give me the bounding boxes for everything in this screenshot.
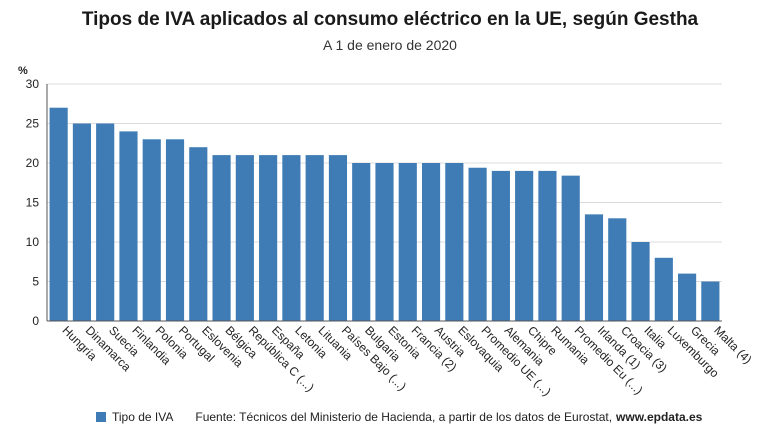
bar-chart: 051015202530%HungríaDinamarcaSueciaFinla… <box>18 65 755 399</box>
bar <box>352 163 371 321</box>
bar <box>49 107 68 321</box>
source-domain: www.epdata.es <box>616 410 703 424</box>
y-tick-label: 20 <box>26 156 40 170</box>
bar <box>235 155 254 321</box>
bar <box>538 170 557 321</box>
bar <box>678 273 697 321</box>
bar <box>72 123 91 321</box>
bar <box>119 131 138 321</box>
bar <box>305 155 324 321</box>
bar <box>328 155 348 321</box>
bar <box>375 163 394 321</box>
bar <box>584 214 604 321</box>
legend-swatch <box>96 412 106 422</box>
bar <box>282 155 301 321</box>
bar <box>631 242 650 321</box>
y-tick-label: 25 <box>26 117 40 131</box>
bar <box>212 155 231 321</box>
bar <box>96 123 115 321</box>
source-text: Fuente: Técnicos del Ministerio de Hacie… <box>195 410 613 424</box>
y-axis-label: % <box>18 65 28 77</box>
bar <box>701 281 720 321</box>
bar <box>561 175 580 321</box>
bar <box>491 170 510 321</box>
y-tick-label: 0 <box>32 314 39 328</box>
y-tick-label: 30 <box>26 77 40 91</box>
bar <box>608 218 627 321</box>
bar <box>165 139 185 321</box>
chart-title: Tipos de IVA aplicados al consumo eléctr… <box>81 9 699 30</box>
y-tick-label: 10 <box>26 235 40 249</box>
y-tick-label: 5 <box>32 275 39 289</box>
bar <box>398 163 417 321</box>
bar <box>515 170 534 321</box>
y-tick-label: 15 <box>26 196 40 210</box>
bar <box>189 147 208 321</box>
bar <box>654 257 673 321</box>
bar <box>445 163 464 321</box>
bar <box>421 163 441 321</box>
chart-footer: Tipo de IVA Fuente: Técnicos del Ministe… <box>96 410 702 424</box>
legend-label: Tipo de IVA <box>112 410 174 424</box>
bar <box>259 155 278 321</box>
chart-subtitle: A 1 de enero de 2020 <box>323 37 457 53</box>
bar <box>142 139 161 321</box>
bar <box>468 167 487 321</box>
